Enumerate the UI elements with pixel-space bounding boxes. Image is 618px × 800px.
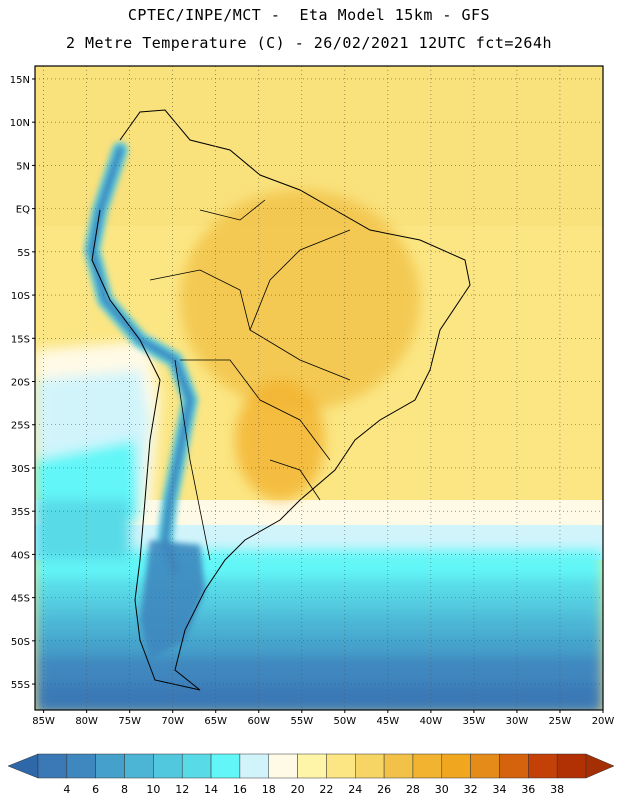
colorbar: 4 6 8 10 12 14 16 18 20 22 24 26 28 30 32 34 36 38 (7, 753, 615, 796)
lon-tick-label: 50W (334, 716, 357, 727)
colorbar-label: 36 (521, 783, 535, 796)
colorbar-swatch (556, 753, 587, 779)
lon-tick-label: 35W (463, 716, 486, 727)
colorbar-swatch (239, 753, 269, 779)
colorbar-label: 8 (121, 783, 128, 796)
lat-tick-label: EQ (16, 205, 30, 216)
lon-tick-label: 60W (247, 716, 270, 727)
colorbar-swatch (383, 753, 414, 779)
map-subtitle: 2 Metre Temperature (C) - 26/02/2021 12U… (65, 34, 553, 52)
lat-tick-label: 40S (11, 550, 30, 561)
colorbar-label: 38 (550, 783, 564, 796)
colorbar-label: 26 (377, 783, 391, 796)
colorbar-label: 4 (63, 783, 70, 796)
lon-tick-label: 20W (592, 716, 615, 727)
lon-tick-label: 70W (161, 716, 184, 727)
colorbar-swatch (326, 753, 356, 779)
colorbar-label: 24 (348, 783, 362, 796)
graticule (35, 66, 604, 710)
map-frame (34, 65, 604, 711)
lat-tick-label: 30S (11, 464, 30, 475)
lat-tick-label: 20S (11, 378, 30, 389)
colorbar-swatch (412, 753, 443, 779)
longitude-axis: 85W 80W 75W 70W 65W 60W 55W 50W 45W 40W 35W 30W 25W 2… (32, 710, 614, 727)
lat-tick-label: 15S (11, 334, 30, 345)
lon-tick-label: 30W (506, 716, 529, 727)
country-borders (149, 199, 351, 561)
lat-tick-label: 25S (11, 421, 30, 432)
colorbar-swatch (268, 753, 298, 779)
colorbar-label: 28 (406, 783, 420, 796)
colorbar-label: 16 (233, 783, 247, 796)
colorbar-swatch (210, 753, 241, 779)
colorbar-swatch (528, 753, 558, 779)
lat-tick-label: 15N (10, 75, 30, 86)
colorbar-swatch (355, 753, 385, 779)
lon-tick-label: 25W (549, 716, 572, 727)
colorbar-label: 6 (92, 783, 99, 796)
lat-tick-label: 45S (11, 594, 30, 605)
colorbar-label: 32 (464, 783, 478, 796)
colorbar-swatch (37, 753, 68, 779)
temperature-field (35, 66, 603, 710)
map-title: CPTEC/INPE/MCT - Eta Model 15km - GFS (127, 6, 491, 24)
colorbar-swatch (181, 753, 212, 779)
colorbar-swatch (297, 753, 327, 779)
lat-tick-label: 50S (11, 637, 30, 648)
lat-tick-label: 5N (16, 161, 30, 172)
colorbar-label: 18 (262, 783, 276, 796)
colorbar-swatch (66, 753, 96, 779)
coastline (91, 109, 471, 691)
lat-tick-label: 10S (11, 291, 30, 302)
colorbar-label: 22 (319, 783, 333, 796)
lon-tick-label: 65W (204, 716, 227, 727)
colorbar-swatch (124, 753, 154, 779)
lon-tick-label: 55W (290, 716, 313, 727)
colorbar-label: 10 (146, 783, 160, 796)
colorbar-label: 34 (492, 783, 506, 796)
lat-tick-label: 10N (10, 118, 30, 129)
colorbar-swatch (499, 753, 529, 779)
colorbar-swatch (95, 753, 125, 779)
lat-tick-label: 35S (11, 507, 30, 518)
lon-tick-label: 85W (32, 716, 55, 727)
lat-tick-label: 5S (17, 248, 30, 259)
lon-tick-label: 40W (420, 716, 443, 727)
lon-tick-label: 45W (377, 716, 400, 727)
lon-tick-label: 75W (118, 716, 141, 727)
lat-tick-label: 55S (11, 680, 30, 691)
colorbar-swatch (441, 753, 471, 779)
colorbar-label: 20 (291, 783, 305, 796)
colorbar-label: 14 (204, 783, 218, 796)
colorbar-swatch (153, 753, 183, 779)
colorbar-label: 30 (435, 783, 449, 796)
latitude-axis: 15N 10N 5N EQ 5S 10S 15S 20S 25S 30S 35S 40S 45S 50S 5… (10, 75, 35, 691)
colorbar-label: 12 (175, 783, 189, 796)
colorbar-over-arrow (585, 753, 615, 779)
colorbar-swatch (470, 753, 500, 779)
lon-tick-label: 80W (75, 716, 98, 727)
colorbar-under-arrow (7, 753, 39, 779)
